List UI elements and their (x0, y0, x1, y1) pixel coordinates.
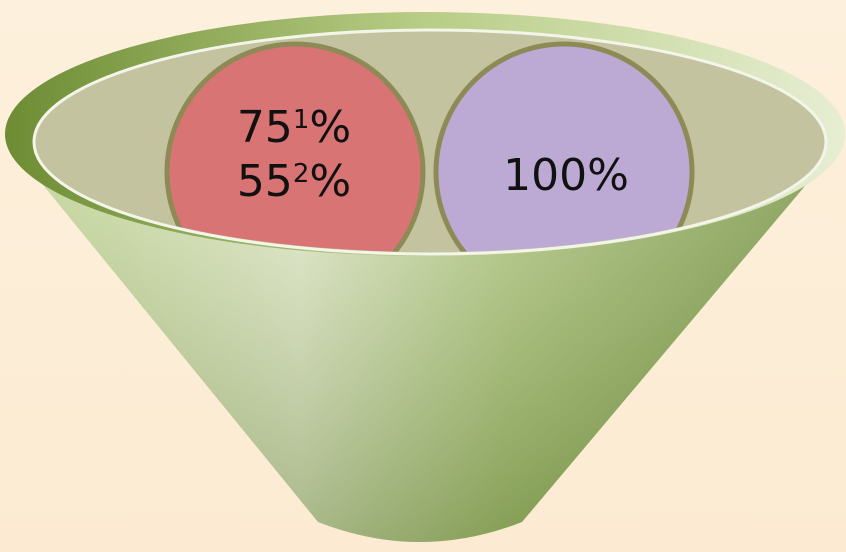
funnel-inner-surface (32, 28, 828, 256)
purple-circle (433, 41, 695, 252)
red-circle-line1: 751% (237, 102, 351, 153)
funnel-shading (8, 142, 842, 542)
red-circle-line2: 552% (237, 156, 351, 207)
purple-circle-label: 100% (503, 150, 629, 201)
red-circle (164, 41, 426, 252)
